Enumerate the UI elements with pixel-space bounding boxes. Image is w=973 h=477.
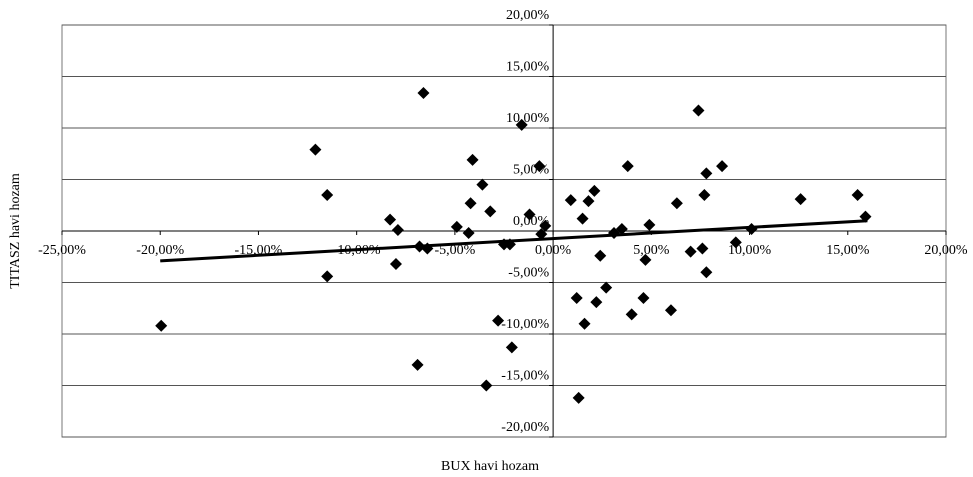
scatter-point <box>492 314 505 327</box>
y-tick-label: -15,00% <box>501 369 549 384</box>
scatter-point <box>564 194 577 207</box>
scatter-point <box>700 266 713 279</box>
scatter-point <box>476 178 489 191</box>
scatter-point <box>533 160 546 173</box>
scatter-point <box>684 245 697 258</box>
scatter-point <box>578 317 591 330</box>
x-tick-label: -25,00% <box>38 243 86 258</box>
scatter-point <box>594 249 607 262</box>
scatter-point <box>582 195 595 208</box>
scatter-point <box>664 304 677 317</box>
scatter-point <box>600 281 613 294</box>
scatter-point <box>411 358 424 371</box>
scatter-point <box>464 197 477 210</box>
scatter-point <box>321 270 334 283</box>
scatter-point <box>391 223 404 236</box>
scatter-point <box>417 86 430 99</box>
scatter-point <box>615 222 628 235</box>
scatter-point <box>523 208 536 221</box>
scatter-point <box>535 228 548 241</box>
scatter-point <box>309 143 322 156</box>
scatter-point <box>384 213 397 226</box>
scatter-point <box>698 188 711 201</box>
y-tick-label: 15,00% <box>506 60 550 75</box>
scatter-point <box>570 291 583 304</box>
scatter-point <box>389 257 402 270</box>
y-tick-label: -10,00% <box>501 317 549 332</box>
scatter-point <box>466 153 479 166</box>
x-tick-label: 15,00% <box>826 243 870 258</box>
y-tick-label: 20,00% <box>506 8 550 23</box>
y-tick-label: -20,00% <box>501 420 549 435</box>
scatter-point <box>462 227 475 240</box>
scatter-point <box>590 296 603 309</box>
scatter-point <box>670 197 683 210</box>
trendline <box>160 219 868 263</box>
scatter-point <box>692 104 705 117</box>
scatter-point <box>515 118 528 131</box>
x-tick-label: 10,00% <box>728 243 772 258</box>
scatter-point <box>621 160 634 173</box>
scatter-point <box>576 212 589 225</box>
scatter-point <box>480 379 493 392</box>
x-tick-label: -20,00% <box>136 243 184 258</box>
scatter-point <box>321 188 334 201</box>
scatter-point <box>851 188 864 201</box>
scatter-point <box>716 160 729 173</box>
x-tick-label: -5,00% <box>434 243 475 258</box>
scatter-point <box>700 167 713 180</box>
x-tick-label: 20,00% <box>924 243 968 258</box>
scatter-point <box>643 218 656 231</box>
x-tick-label: 5,00% <box>633 243 670 258</box>
x-axis-title: BUX havi hozam <box>441 459 539 474</box>
scatter-point <box>505 341 518 354</box>
scatter-point <box>539 219 552 232</box>
scatter-point <box>637 291 650 304</box>
scatter-point <box>155 319 168 332</box>
scatter-point <box>625 308 638 321</box>
scatter-point <box>794 193 807 206</box>
y-tick-label: 10,00% <box>506 111 550 126</box>
scatter-point <box>588 184 601 197</box>
scatter-point <box>572 391 585 404</box>
scatter-point <box>450 220 463 233</box>
y-axis-title: TITASZ havi hozam <box>8 173 23 289</box>
scatter-point <box>696 242 709 255</box>
scatter-point <box>639 253 652 266</box>
scatter-point <box>729 236 742 249</box>
scatter-point <box>484 205 497 218</box>
y-tick-label: -5,00% <box>508 266 549 281</box>
